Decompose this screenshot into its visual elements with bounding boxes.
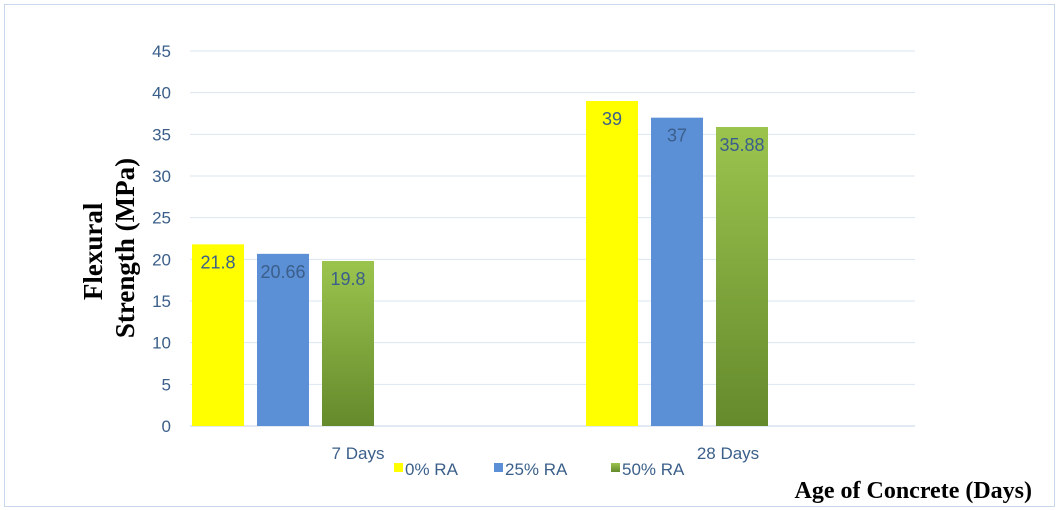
legend-label: 50% RA [622, 460, 685, 479]
bar [651, 117, 703, 427]
legend-swatch [394, 463, 403, 472]
legend-swatch [494, 463, 503, 472]
bar [192, 244, 244, 426]
y-axis-label-line-2: Strength (MPa) [110, 158, 140, 338]
legend-label: 0% RA [405, 460, 459, 479]
chart-frame [4, 4, 1055, 507]
y-axis-label-line-1: Flexural [78, 202, 108, 300]
y-axis-label: Flexural Strength (MPa) [78, 158, 140, 338]
gridlines [190, 50, 915, 427]
y-tick-label: 40 [152, 84, 171, 103]
x-axis-label: Age of Concrete (Days) [795, 478, 1032, 504]
y-tick-label: 10 [152, 334, 171, 353]
bar [716, 127, 768, 426]
legend-label: 25% RA [505, 460, 568, 479]
data-label: 21.8 [200, 252, 235, 272]
bar [586, 101, 638, 426]
bar [257, 253, 309, 426]
y-tick-label: 25 [152, 209, 171, 228]
y-tick-label: 30 [152, 167, 171, 186]
bars [192, 101, 768, 427]
y-axis-ticks: 0 5 10 15 20 25 30 35 40 45 [152, 42, 171, 436]
legend-swatch [611, 463, 620, 472]
data-label: 19.8 [330, 269, 365, 289]
data-labels: 21.8 39 20.66 37 19.8 35.88 [200, 109, 764, 289]
data-label: 37 [667, 126, 687, 146]
bar [322, 261, 374, 426]
y-tick-label: 20 [152, 250, 171, 269]
y-tick-label: 5 [162, 375, 171, 394]
x-tick-label: 28 Days [697, 444, 759, 463]
legend: 0% RA 25% RA 50% RA [394, 460, 685, 479]
x-axis-ticks: 7 Days 28 Days [332, 444, 760, 463]
x-tick-label: 7 Days [332, 444, 385, 463]
y-tick-label: 15 [152, 292, 171, 311]
y-tick-label: 0 [162, 417, 171, 436]
data-label: 20.66 [260, 262, 305, 282]
data-label: 35.88 [719, 135, 764, 155]
y-tick-label: 35 [152, 125, 171, 144]
y-tick-label: 45 [152, 42, 171, 61]
data-label: 39 [602, 109, 622, 129]
